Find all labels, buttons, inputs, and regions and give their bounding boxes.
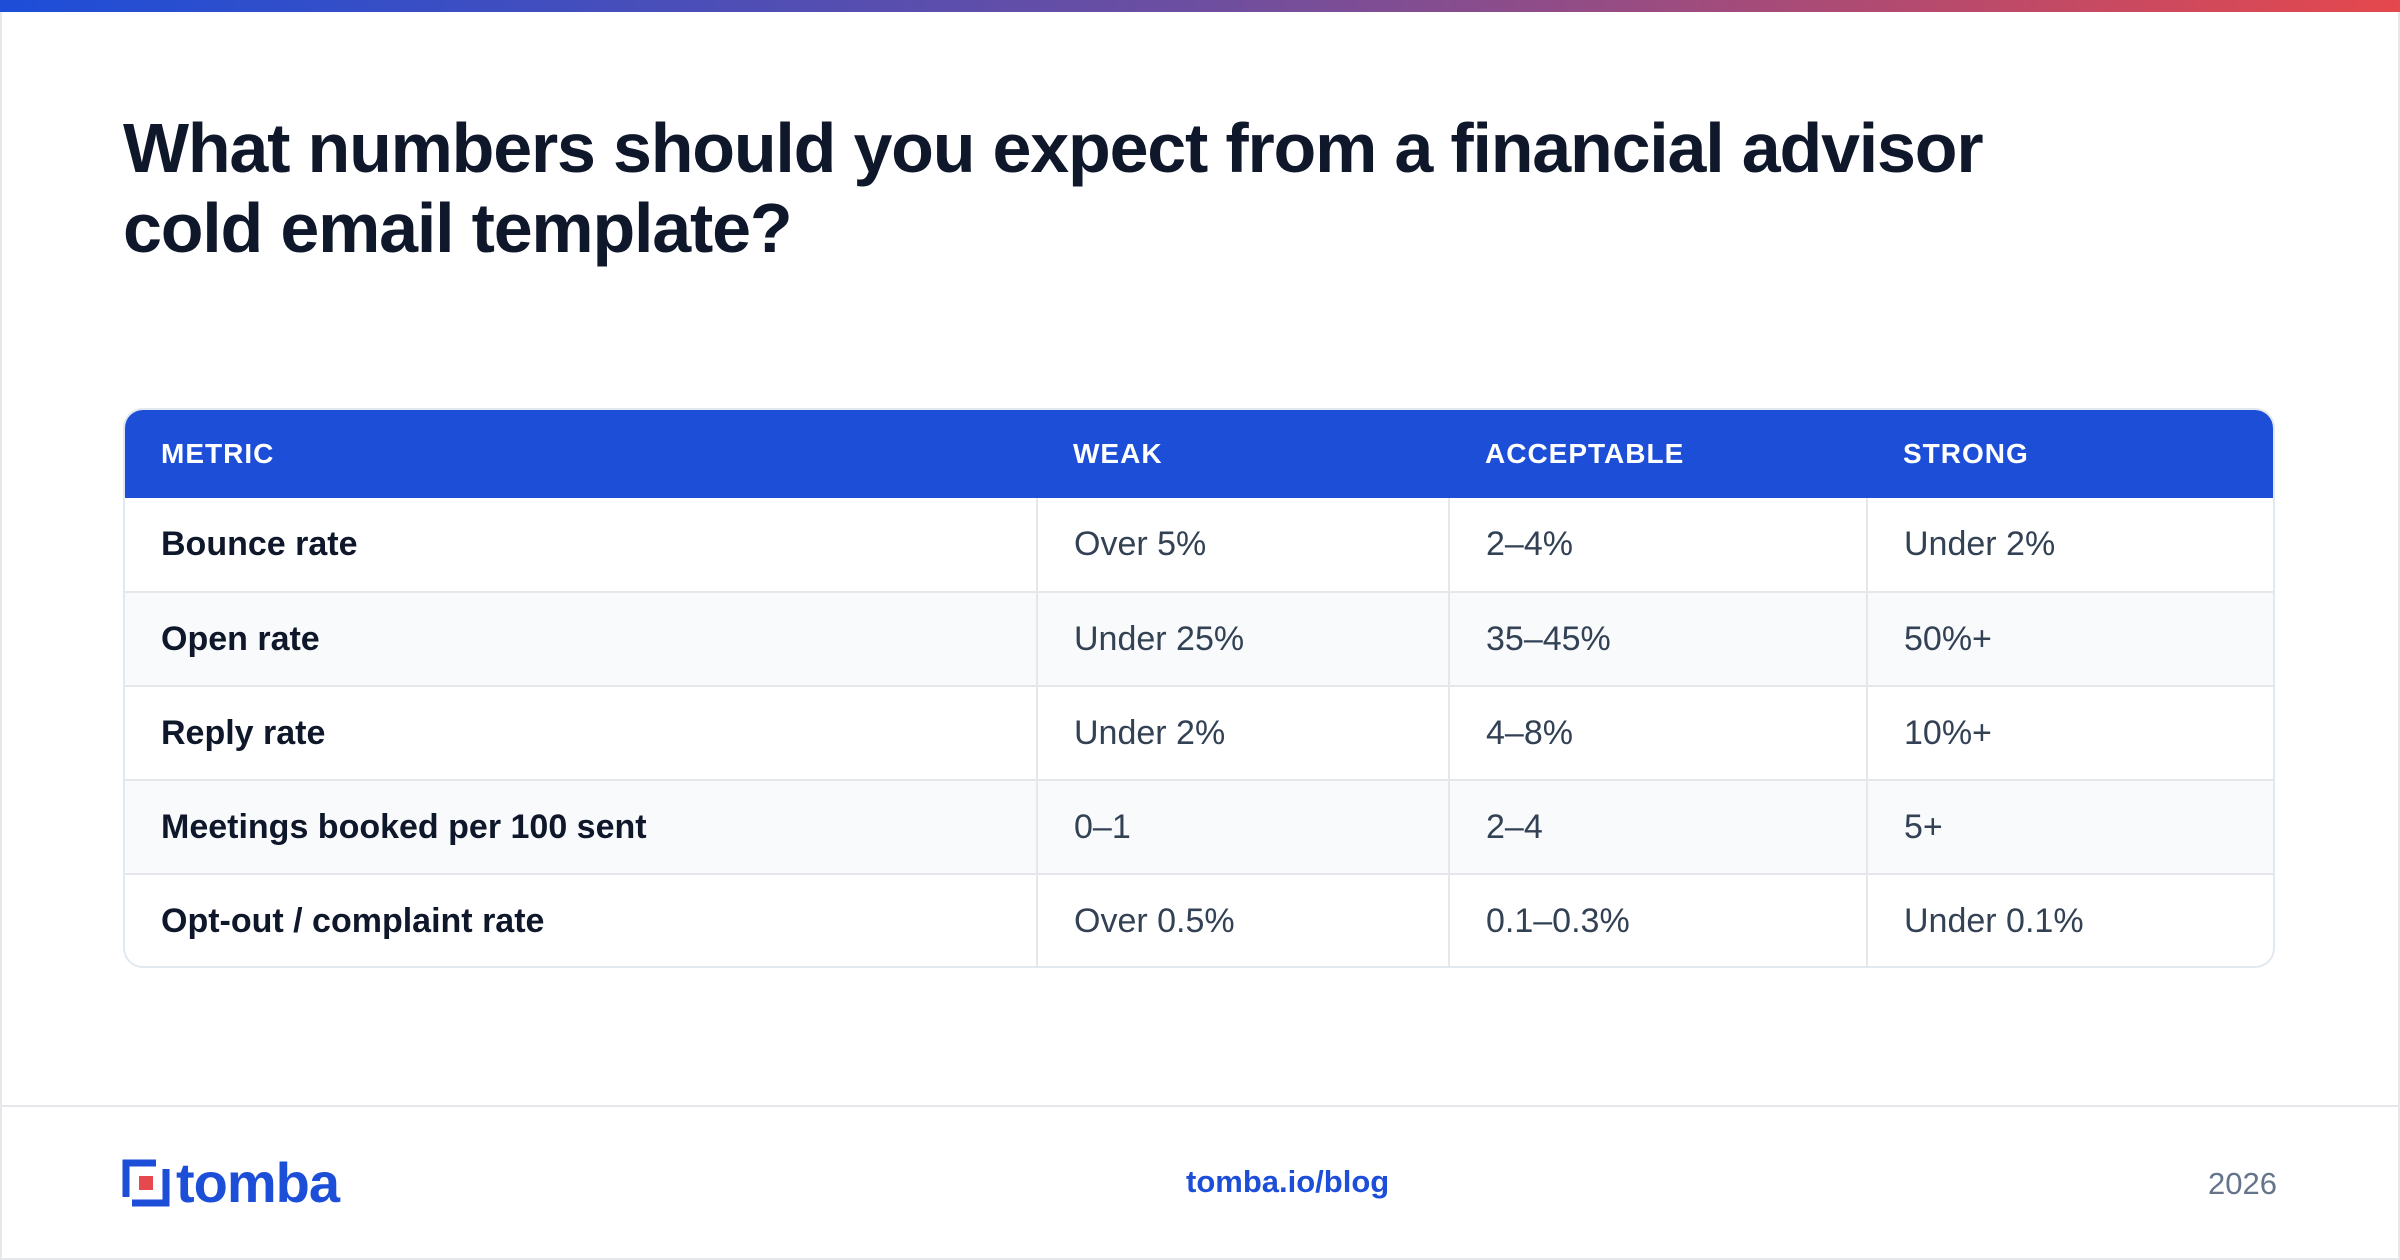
header-acceptable: ACCEPTABLE (1485, 438, 1685, 469)
footer-link-container: tomba.io/blog (1186, 1164, 1389, 1200)
acceptable-cell: 2–4 (1448, 779, 1867, 874)
tomba-logo-icon (122, 1159, 170, 1207)
metrics-table-card: METRIC WEAK ACCEPTABLE STRONG Bounce rat… (123, 408, 2275, 968)
weak-cell: Under 25% (1036, 591, 1449, 686)
weak-cell: Over 5% (1036, 498, 1449, 592)
table-row: Open rate Under 25% 35–45% 50%+ (125, 591, 2273, 686)
footer-divider (0, 1105, 2400, 1107)
metric-cell: Meetings booked per 100 sent (125, 779, 1037, 874)
metric-cell: Open rate (125, 591, 1037, 686)
blog-link[interactable]: tomba.io/blog (1186, 1164, 1390, 1199)
header-weak: WEAK (1073, 438, 1163, 469)
footer-year: 2026 (2208, 1166, 2277, 1201)
weak-cell: Under 2% (1036, 685, 1449, 780)
strong-cell: 5+ (1866, 779, 2273, 874)
metric-cell: Bounce rate (161, 525, 358, 563)
table-row: Opt-out / complaint rate Over 0.5% 0.1–0… (125, 873, 2273, 966)
strong-cell: Under 2% (1866, 498, 2273, 592)
acceptable-cell: 35–45% (1448, 591, 1867, 686)
strong-cell: Under 0.1% (1866, 873, 2273, 966)
top-gradient-bar (0, 0, 2400, 12)
tomba-logo[interactable]: tomba (122, 1151, 340, 1214)
acceptable-cell: 4–8% (1448, 685, 1867, 780)
weak-cell: 0–1 (1036, 779, 1449, 874)
weak-cell: Over 0.5% (1036, 873, 1449, 966)
header-strong: STRONG (1903, 438, 2029, 469)
page-title: What numbers should you expect from a fi… (123, 109, 1984, 267)
table-row: Bounce rate Over 5% 2–4% Under 2% (125, 498, 2273, 592)
table-row: Reply rate Under 2% 4–8% 10%+ (125, 685, 2273, 780)
metrics-table: METRIC WEAK ACCEPTABLE STRONG Bounce rat… (125, 410, 2273, 966)
table-header-row: METRIC WEAK ACCEPTABLE STRONG (125, 410, 2273, 498)
logo-wordmark: tomba (176, 1151, 340, 1214)
metric-cell: Opt-out / complaint rate (125, 873, 1037, 966)
strong-cell: 50%+ (1866, 591, 2273, 686)
acceptable-cell: 0.1–0.3% (1448, 873, 1867, 966)
table-row: Meetings booked per 100 sent 0–1 2–4 5+ (125, 779, 2273, 874)
header-metric: METRIC (161, 438, 275, 469)
metric-cell: Reply rate (125, 685, 1037, 780)
strong-cell: 10%+ (1866, 685, 2273, 780)
acceptable-cell: 2–4% (1448, 498, 1867, 592)
